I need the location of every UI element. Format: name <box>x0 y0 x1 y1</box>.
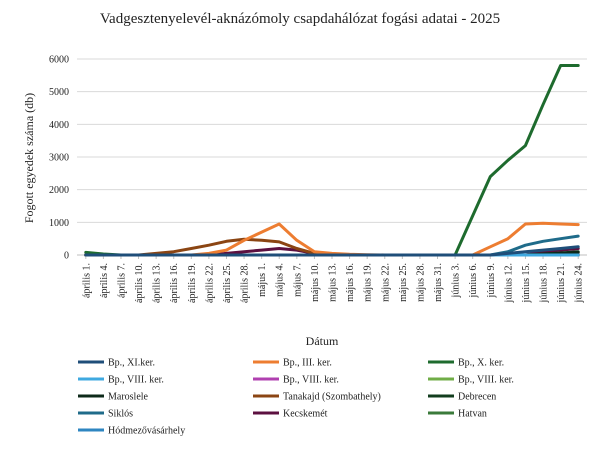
x-tick-label: május 10. <box>310 263 321 302</box>
x-tick-label: április 1. <box>81 263 92 298</box>
legend-label: Bp., VIII. ker. <box>283 375 339 386</box>
x-tick-label: április 7. <box>116 263 127 298</box>
x-tick-label: április 4. <box>99 263 110 298</box>
y-tick-label: 5000 <box>49 87 69 98</box>
legend-item: Maroslele <box>78 392 149 403</box>
x-tick-label: május 13. <box>328 263 339 302</box>
legend-label: Bp., X. ker. <box>458 358 504 369</box>
series-line <box>84 64 580 257</box>
y-tick-label: 4000 <box>49 120 69 131</box>
legend-item: Hatvan <box>428 409 487 420</box>
x-tick-label: június 24. <box>574 263 585 303</box>
y-tick-label: 1000 <box>49 218 69 229</box>
legend-label: Tanakajd (Szombathely) <box>283 392 381 403</box>
x-tick-label: április 10. <box>134 263 145 303</box>
x-tick-label: május 16. <box>345 263 356 302</box>
y-tick-label: 3000 <box>49 153 69 164</box>
x-tick-label: április 13. <box>152 263 163 303</box>
legend-label: Debrecen <box>458 392 496 403</box>
x-tick-label: május 1. <box>257 263 268 297</box>
legend-item: Bp., III. ker. <box>253 358 332 369</box>
legend-item: Kecskemét <box>253 409 328 420</box>
legend-label: Kecskemét <box>283 409 328 420</box>
x-tick-label: június 15. <box>521 263 532 303</box>
x-tick-label: június 3. <box>451 263 462 298</box>
x-tick-label: június 12. <box>503 263 514 303</box>
legend-label: Bp., III. ker. <box>283 358 332 369</box>
legend-item: Tanakajd (Szombathely) <box>253 392 381 403</box>
legend-label: Bp., VIII. ker. <box>458 375 514 386</box>
legend-item: Hódmezővásárhely <box>78 426 185 437</box>
legend: Bp., XI.ker. Bp., III. ker. Bp., X. ker. Bp… <box>78 358 514 437</box>
series-line <box>84 245 580 257</box>
x-tick-label: május 31. <box>433 263 444 302</box>
x-tick-label: április 25. <box>222 263 233 303</box>
x-tick-label: április 19. <box>187 263 198 303</box>
x-tick-label: április 16. <box>169 263 180 303</box>
legend-label: Siklós <box>108 409 133 420</box>
y-axis-title: Fogott egyedek száma (db) <box>22 93 36 223</box>
legend-item: Bp., VIII. ker. <box>428 375 514 386</box>
x-tick-label: május 28. <box>415 263 426 302</box>
series-lines <box>84 64 580 257</box>
chart-title: Vadgesztenyelevél-aknázómoly csapdahálóz… <box>100 11 500 27</box>
gridlines <box>77 58 587 256</box>
x-tick-label: május 4. <box>275 263 286 297</box>
x-tick-label: május 25. <box>398 263 409 302</box>
x-tick-label: június 9. <box>486 263 497 298</box>
legend-label: Bp., XI.ker. <box>108 358 155 369</box>
x-axis-title: Dátum <box>306 334 339 348</box>
x-tick-label: május 22. <box>380 263 391 302</box>
series-line <box>84 221 580 257</box>
x-tick-label: május 19. <box>363 263 374 302</box>
x-tick-label: június 6. <box>468 263 479 298</box>
y-tick-label: 0 <box>64 251 69 262</box>
legend-item: Siklós <box>78 409 133 420</box>
legend-label: Hatvan <box>458 409 487 420</box>
x-tick-label: április 28. <box>240 263 251 303</box>
legend-label: Hódmezővásárhely <box>108 426 185 437</box>
x-tick-label: április 22. <box>204 263 215 303</box>
x-tick-label: május 7. <box>292 263 303 297</box>
legend-item: Debrecen <box>428 392 496 403</box>
legend-item: Bp., VIII. ker. <box>78 375 164 386</box>
x-tick-label: június 21. <box>556 263 567 303</box>
legend-item: Bp., X. ker. <box>428 358 504 369</box>
y-tick-label: 6000 <box>49 55 69 66</box>
legend-label: Maroslele <box>108 392 149 403</box>
x-tick-label: június 18. <box>539 263 550 303</box>
legend-label: Bp., VIII. ker. <box>108 375 164 386</box>
legend-item: Bp., VIII. ker. <box>253 375 339 386</box>
legend-item: Bp., XI.ker. <box>78 358 155 369</box>
y-tick-label: 2000 <box>49 185 69 196</box>
